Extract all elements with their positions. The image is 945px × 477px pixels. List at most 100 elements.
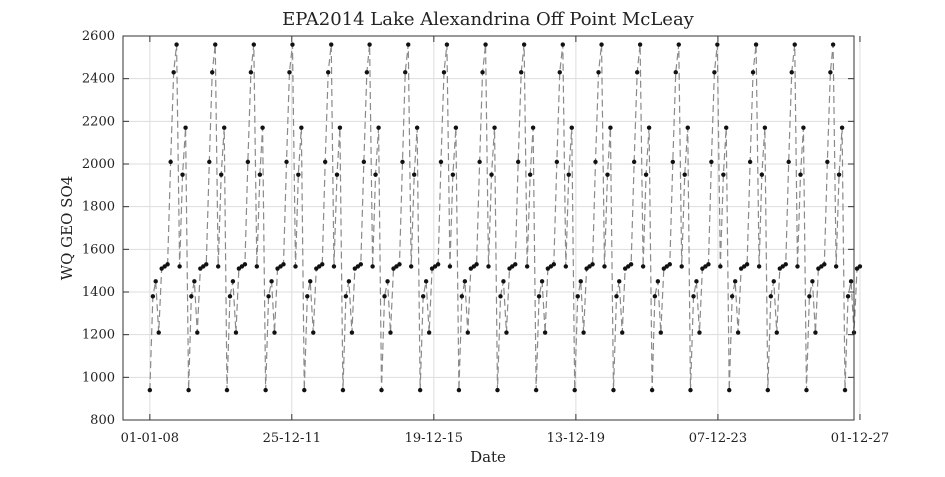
data-point bbox=[504, 330, 509, 335]
data-point bbox=[492, 125, 497, 130]
data-point bbox=[408, 264, 414, 269]
data-point bbox=[712, 70, 717, 75]
data-point bbox=[792, 42, 797, 47]
data-point bbox=[575, 294, 580, 299]
data-point bbox=[596, 70, 601, 75]
data-point bbox=[727, 387, 732, 393]
data-point bbox=[842, 387, 848, 393]
data-point bbox=[215, 264, 221, 269]
data-point bbox=[602, 264, 607, 269]
data-point bbox=[474, 262, 479, 267]
data-point bbox=[839, 125, 845, 130]
data-point bbox=[533, 387, 539, 393]
data-point bbox=[524, 264, 530, 269]
data-point bbox=[329, 42, 334, 47]
data-point bbox=[302, 387, 307, 393]
data-point bbox=[361, 159, 367, 165]
data-point bbox=[459, 294, 465, 299]
data-point bbox=[242, 262, 248, 267]
axis-ticks: 800 1000 1200 1400 1600 1800 2000 2200 2400 2600 0… bbox=[82, 29, 889, 446]
data-point bbox=[706, 262, 711, 267]
data-point bbox=[640, 264, 646, 269]
data-point bbox=[542, 330, 548, 335]
data-point bbox=[337, 125, 343, 130]
data-point bbox=[441, 70, 447, 75]
data-point bbox=[608, 125, 613, 130]
data-point bbox=[599, 42, 604, 47]
data-point bbox=[370, 264, 375, 269]
data-point bbox=[830, 42, 836, 47]
data-point bbox=[171, 70, 176, 75]
data-point bbox=[483, 42, 488, 47]
data-point bbox=[747, 159, 753, 165]
data-point bbox=[153, 279, 158, 284]
data-point bbox=[643, 172, 649, 177]
data-point bbox=[331, 264, 337, 269]
data-point bbox=[224, 387, 230, 393]
y-tick-label: 2600 bbox=[82, 29, 115, 44]
data-point bbox=[682, 172, 687, 177]
data-point bbox=[340, 387, 346, 393]
data-point bbox=[379, 387, 384, 393]
data-point bbox=[753, 42, 759, 47]
data-point bbox=[771, 279, 776, 284]
data-point bbox=[631, 159, 637, 165]
data-point bbox=[513, 262, 518, 267]
data-point bbox=[655, 279, 661, 284]
series-line bbox=[149, 44, 861, 391]
data-point bbox=[750, 70, 756, 75]
data-point bbox=[438, 159, 444, 165]
data-point bbox=[233, 330, 239, 335]
data-point bbox=[825, 159, 830, 165]
data-point bbox=[774, 330, 779, 335]
plot-frame bbox=[122, 35, 855, 421]
data-point bbox=[527, 172, 533, 177]
data-point bbox=[263, 387, 268, 393]
data-point bbox=[634, 70, 640, 75]
data-point bbox=[697, 330, 702, 335]
data-point bbox=[798, 172, 803, 177]
data-point bbox=[272, 330, 277, 335]
data-point bbox=[836, 172, 842, 177]
data-point bbox=[210, 70, 215, 75]
data-point bbox=[691, 294, 696, 299]
grid-lines bbox=[123, 35, 861, 421]
data-point bbox=[652, 294, 658, 299]
data-point bbox=[183, 125, 188, 130]
data-point bbox=[857, 264, 863, 269]
data-point bbox=[744, 262, 750, 267]
data-point bbox=[320, 262, 325, 267]
data-point bbox=[709, 159, 714, 165]
data-point bbox=[637, 42, 643, 47]
data-point bbox=[729, 294, 735, 299]
data-point bbox=[308, 279, 313, 284]
data-point bbox=[465, 330, 470, 335]
y-tick-label: 1400 bbox=[82, 285, 115, 300]
data-point bbox=[326, 70, 331, 75]
data-point bbox=[617, 279, 622, 284]
data-point bbox=[501, 279, 506, 284]
data-point bbox=[186, 387, 191, 393]
data-point bbox=[444, 42, 450, 47]
data-point bbox=[150, 294, 156, 299]
data-point bbox=[519, 70, 524, 75]
data-point bbox=[403, 70, 408, 75]
data-point bbox=[417, 387, 423, 393]
data-point bbox=[453, 125, 459, 130]
data-point bbox=[299, 125, 304, 130]
data-point bbox=[266, 294, 271, 299]
y-tick-label: 2400 bbox=[82, 72, 115, 87]
data-point bbox=[248, 70, 254, 75]
data-point bbox=[521, 42, 527, 47]
x-tick-label: 01-01-08 bbox=[121, 431, 179, 446]
data-point bbox=[230, 279, 236, 284]
x-tick-label: 25-12-11 bbox=[263, 431, 321, 446]
data-point bbox=[254, 264, 260, 269]
data-point bbox=[207, 159, 212, 165]
data-point bbox=[735, 330, 741, 335]
data-point bbox=[724, 125, 729, 130]
data-point bbox=[322, 159, 328, 165]
data-point bbox=[593, 159, 598, 165]
